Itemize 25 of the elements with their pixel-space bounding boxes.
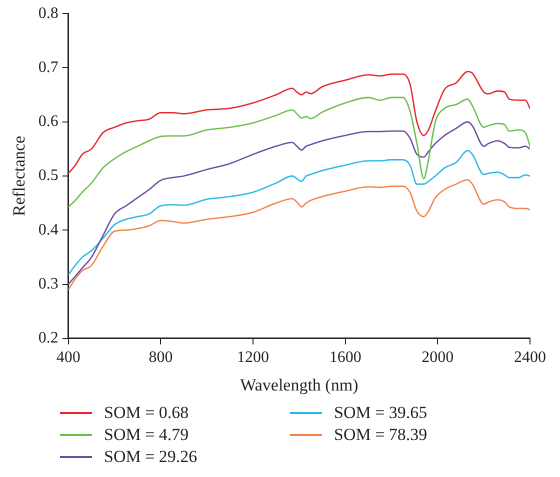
line-series (68, 150, 530, 276)
y-tick-label: 0.3 (38, 275, 58, 292)
line-series (68, 70, 530, 174)
x-tick-label: 2000 (422, 349, 454, 366)
y-tick-label: 0.6 (38, 113, 58, 130)
line-series (68, 179, 530, 290)
x-tick-label: 1200 (237, 349, 270, 366)
y-tick-label: 0.7 (38, 58, 58, 76)
x-tick-label: 2400 (514, 349, 546, 366)
y-axis-title: Reflectance (10, 136, 29, 216)
x-tick-label: 1600 (329, 349, 362, 366)
legend-label: SOM = 4.79 (104, 425, 189, 445)
y-tick-label: 0.4 (38, 221, 58, 238)
x-tick-label: 400 (56, 349, 80, 366)
legend-label: SOM = 0.68 (104, 403, 189, 423)
y-tick-label: 0.5 (38, 167, 58, 184)
y-tick-label: 0.2 (38, 330, 58, 347)
y-tick-label: 0.8 (38, 4, 58, 22)
line-series (68, 121, 530, 285)
legend-label: SOM = 29.26 (104, 447, 198, 467)
legend-label: SOM = 39.65 (334, 403, 428, 423)
legend-label: SOM = 78.39 (334, 425, 428, 445)
x-axis-title: Wavelength (nm) (240, 375, 358, 394)
x-tick-label: 800 (148, 349, 173, 366)
line-series (68, 96, 530, 208)
